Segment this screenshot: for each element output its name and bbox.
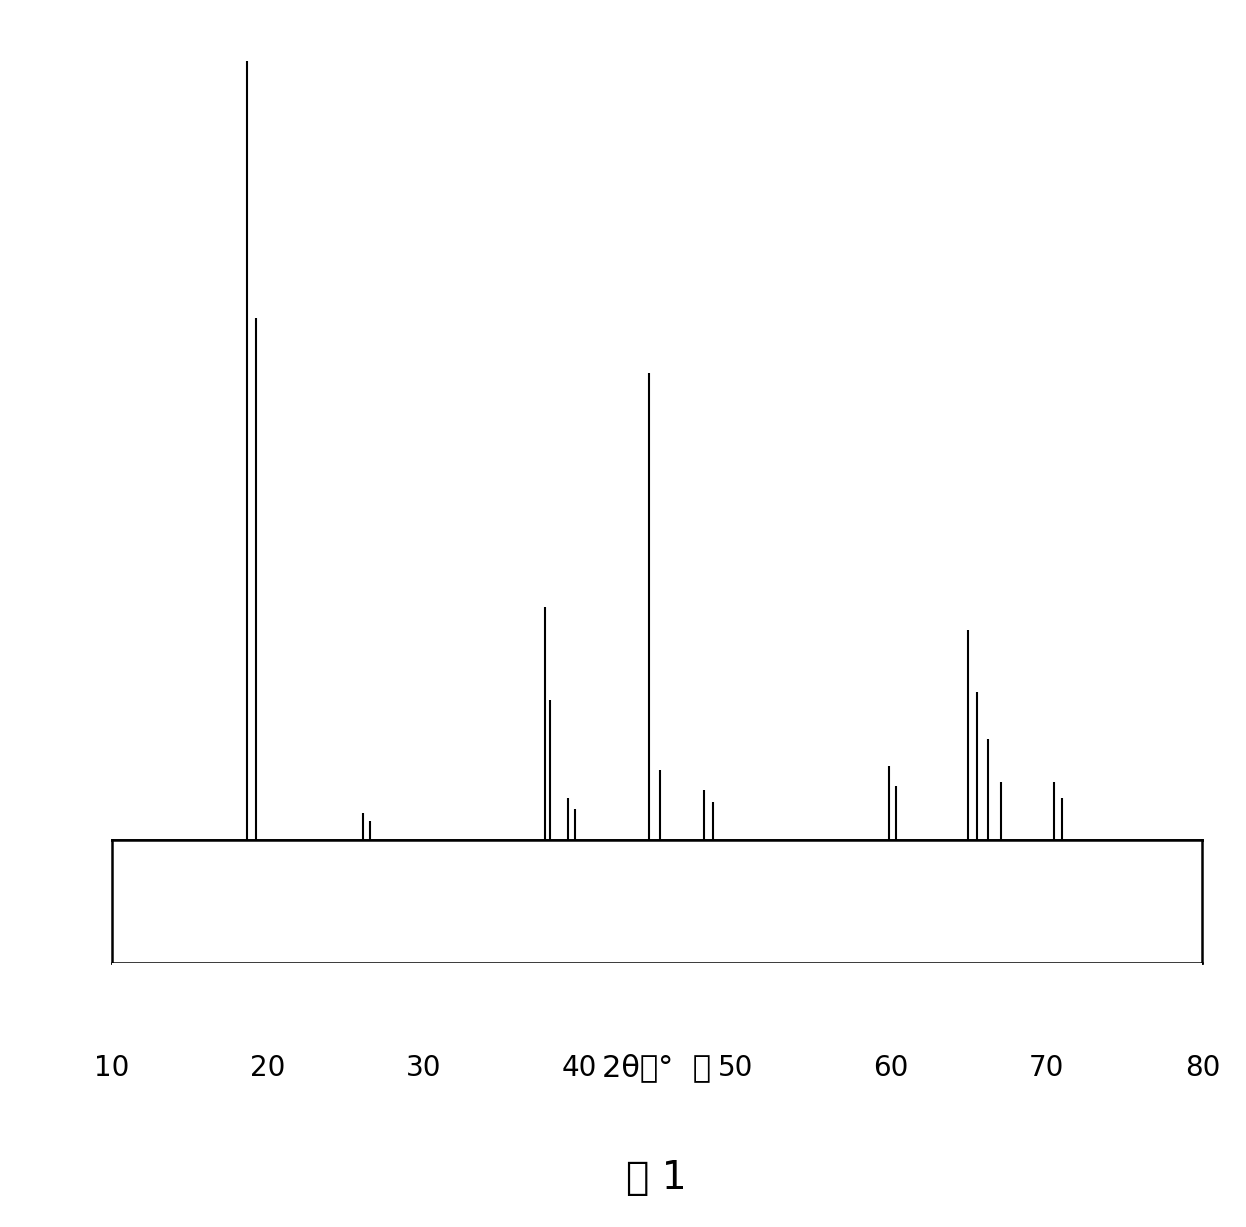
- Text: 图 1: 图 1: [627, 1160, 687, 1196]
- Text: 2θ（°  ）: 2θ（° ）: [602, 1053, 711, 1082]
